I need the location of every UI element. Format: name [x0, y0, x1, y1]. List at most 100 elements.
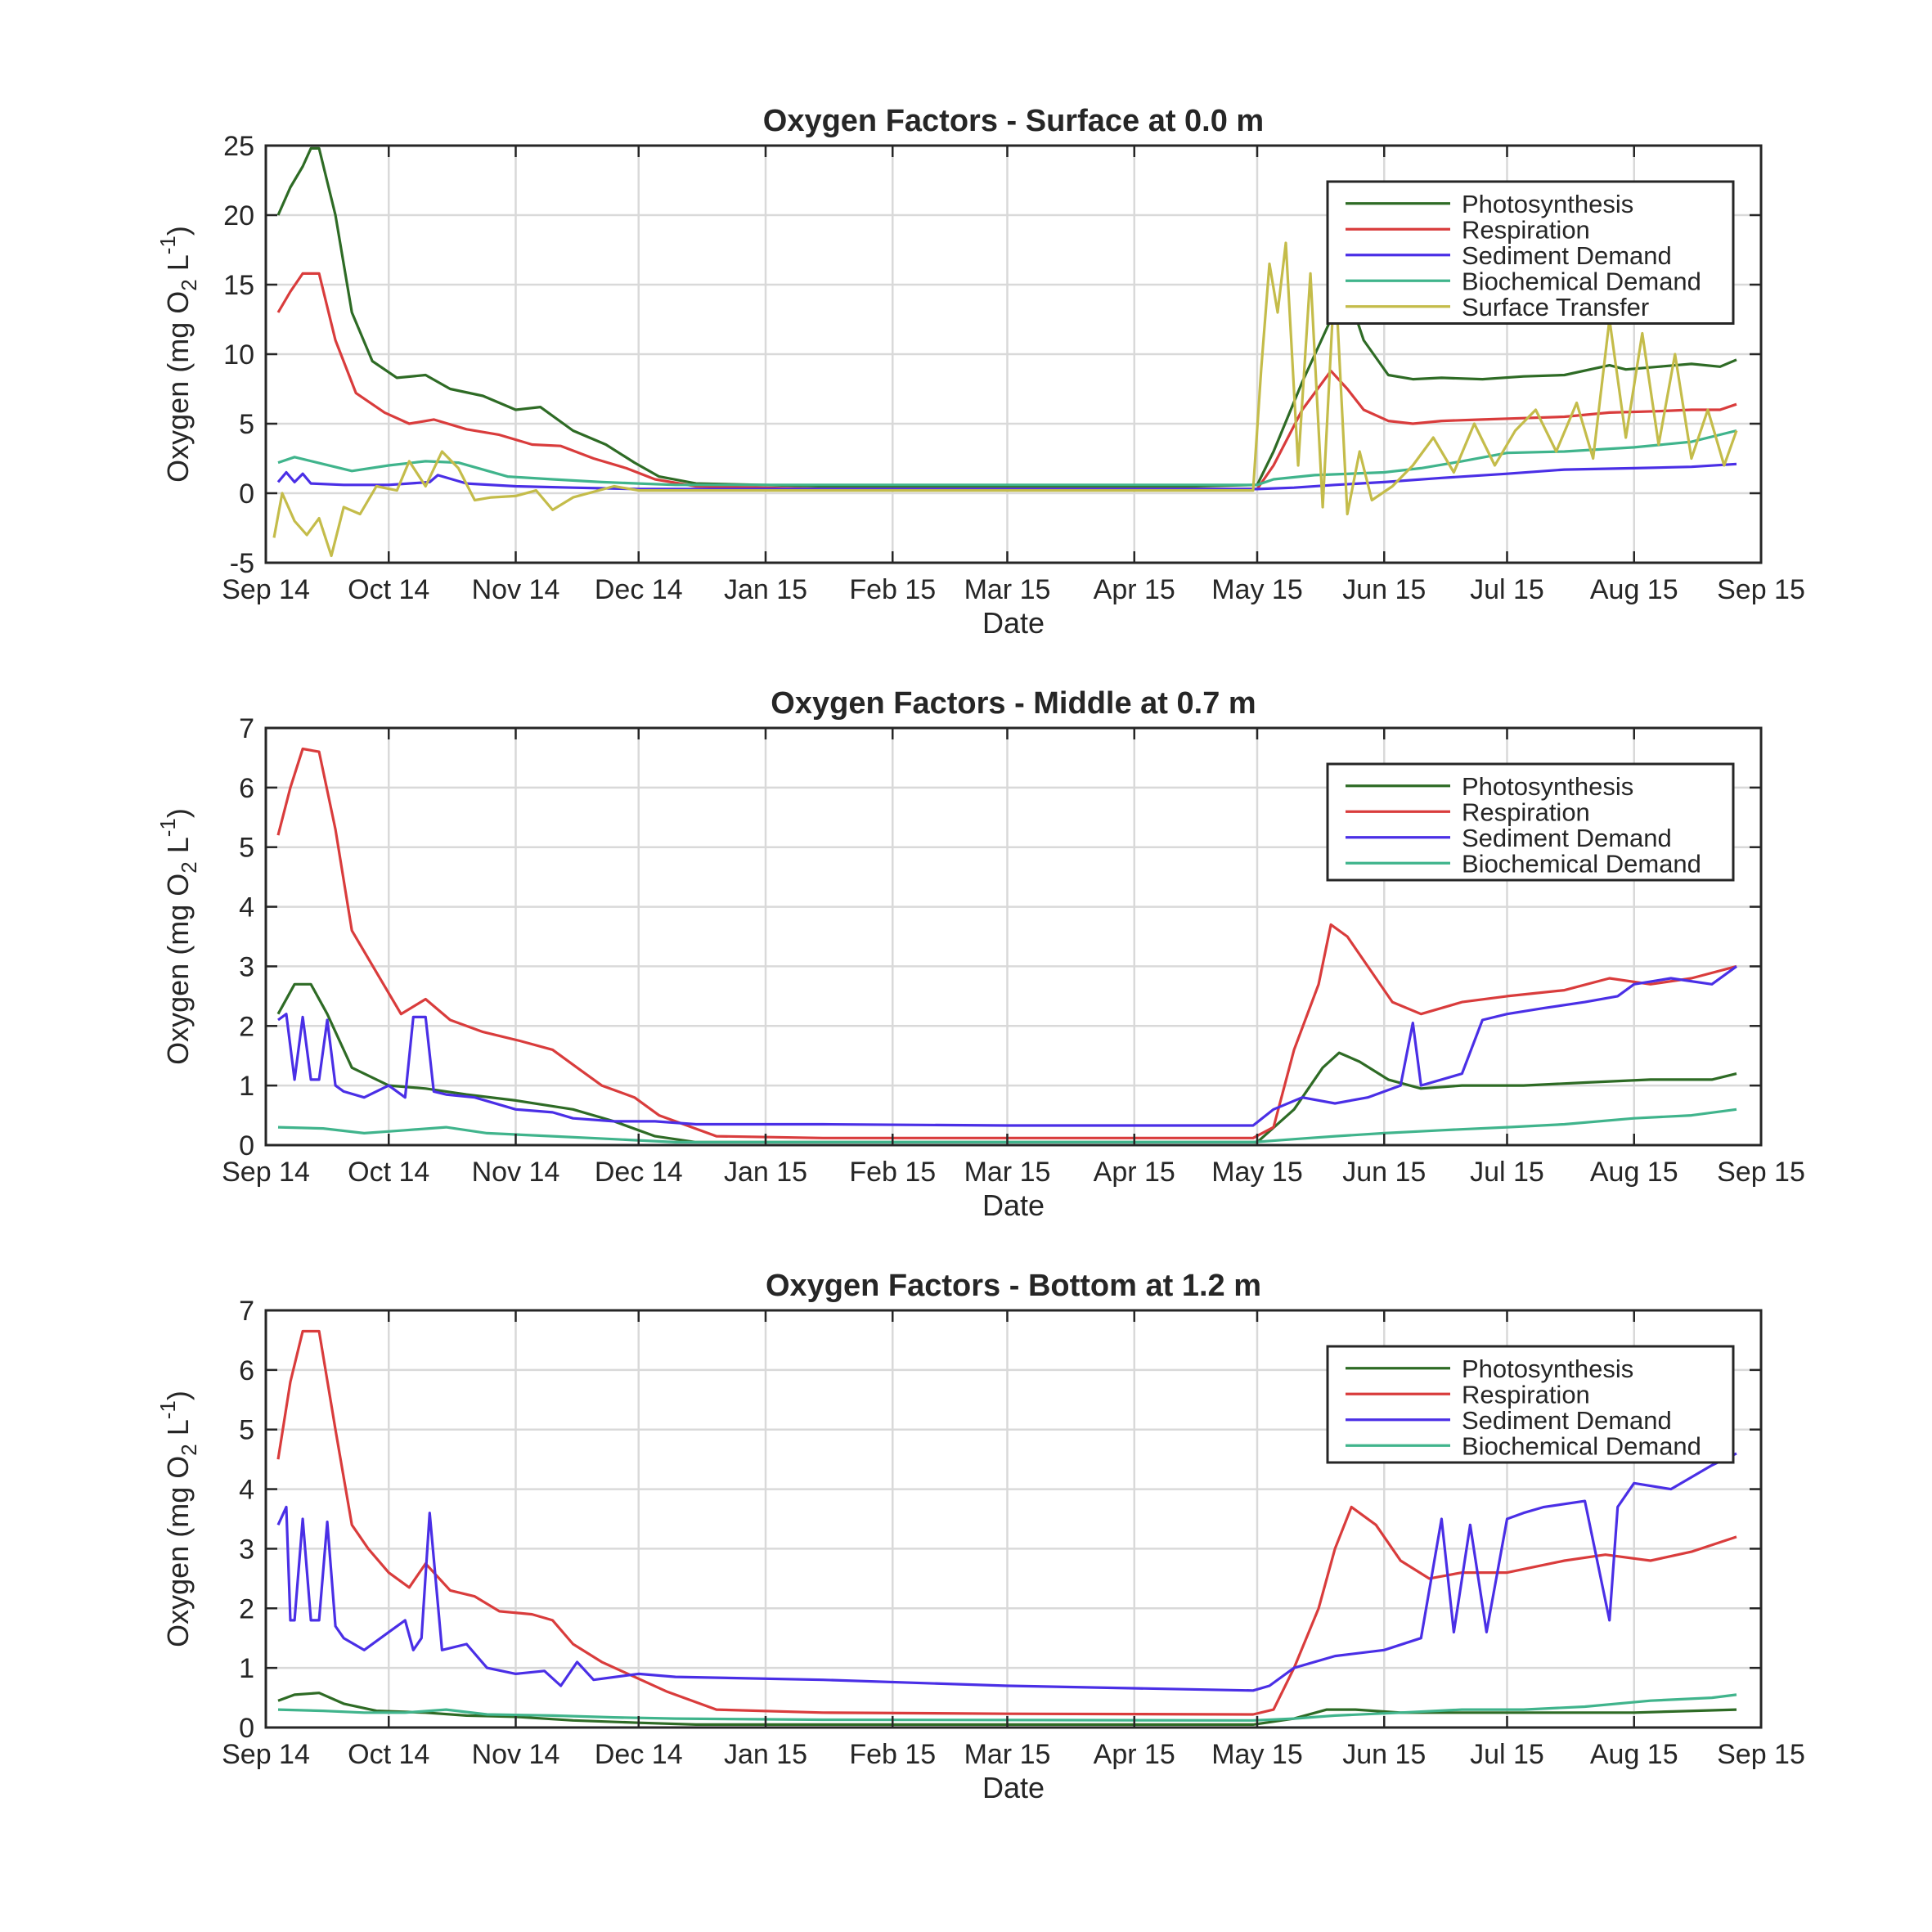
y-axis-label: Oxygen (mg O2 L-1): [155, 808, 201, 1065]
y-tick-label: 1: [239, 1071, 254, 1102]
axes-box: [264, 1309, 1763, 1729]
x-tick-label: Jul 15: [1470, 574, 1544, 605]
legend-label: Respiration: [1462, 1380, 1590, 1409]
x-tick-label: Sep 14: [222, 1739, 310, 1770]
x-tick-label: May 15: [1211, 1739, 1303, 1770]
y-tick-label: 4: [239, 1475, 254, 1506]
x-tick-label: Jan 15: [724, 1157, 807, 1188]
y-tick-label: 0: [239, 1130, 254, 1161]
x-axis-label: Date: [982, 606, 1045, 640]
y-axis-label: Oxygen (mg O2 L-1): [155, 226, 201, 483]
series-line-photosynthesis: [277, 1692, 1737, 1726]
series-line-biochemical-demand: [277, 429, 1737, 487]
y-tick-label: 3: [239, 951, 254, 982]
x-tick-label: Jun 15: [1342, 1739, 1426, 1770]
x-tick-label: Oct 14: [348, 1739, 429, 1770]
y-tick-label: 5: [239, 1415, 254, 1446]
x-tick-label: Apr 15: [1094, 1157, 1175, 1188]
chart-title: Oxygen Factors - Bottom at 1.2 m: [766, 1269, 1261, 1303]
y-tick-label: -5: [230, 548, 254, 579]
x-tick-label: Dec 14: [595, 1739, 683, 1770]
x-tick-label: Sep 15: [1717, 1157, 1805, 1188]
x-tick-label: Jun 15: [1342, 1157, 1426, 1188]
x-axis-label: Date: [982, 1771, 1045, 1804]
legend-label: Photosynthesis: [1462, 190, 1633, 218]
x-tick-label: Dec 14: [595, 574, 683, 605]
y-tick-label: 25: [223, 131, 254, 162]
series-line-respiration: [276, 1329, 1737, 1716]
y-tick-label: 1: [239, 1653, 254, 1684]
legend-label: Sediment Demand: [1462, 824, 1672, 852]
y-tick-label: 6: [239, 773, 254, 804]
x-tick-label: Jul 15: [1470, 1739, 1544, 1770]
chart-title: Oxygen Factors - Surface at 0.0 m: [763, 104, 1264, 138]
y-axis-label: Oxygen (mg O2 L-1): [155, 1391, 201, 1647]
x-tick-label: Oct 14: [348, 574, 429, 605]
x-tick-label: Feb 15: [849, 1157, 936, 1188]
x-tick-label: Aug 15: [1590, 1157, 1678, 1188]
series-line-sediment-demand: [276, 462, 1737, 491]
x-tick-label: Nov 14: [472, 1739, 560, 1770]
legend-label: Biochemical Demand: [1462, 849, 1701, 878]
legend-label: Surface Transfer: [1462, 293, 1649, 321]
legend-label: Photosynthesis: [1462, 1355, 1633, 1383]
x-tick-label: Feb 15: [849, 1739, 936, 1770]
x-tick-label: Oct 14: [348, 1157, 429, 1188]
chart-title: Oxygen Factors - Middle at 0.7 m: [771, 686, 1256, 721]
series-line-respiration: [276, 747, 1737, 1139]
y-tick-label: 0: [239, 479, 254, 510]
y-tick-label: 15: [223, 270, 254, 301]
y-tick-label: 6: [239, 1355, 254, 1386]
chart-panel-3: Sep 14 Oct 14 Nov 14 Dec 14 Jan 15 Feb 15 Mar …: [155, 1269, 1805, 1804]
x-axis-label: Date: [982, 1188, 1045, 1222]
chart-panel-2: Sep 14 Oct 14 Nov 14 Dec 14 Jan 15 Feb 15 Mar …: [155, 686, 1805, 1222]
series-line-surface-transfer: [272, 241, 1738, 558]
series-line-biochemical-demand: [277, 1693, 1737, 1722]
y-tick-label: 20: [223, 200, 254, 231]
x-tick-label: Sep 15: [1717, 574, 1805, 605]
x-tick-label: Sep 14: [222, 1157, 310, 1188]
y-tick-label: 2: [239, 1593, 254, 1624]
x-tick-label: Sep 14: [222, 574, 310, 605]
y-tick-label: 5: [239, 409, 254, 440]
series-line-sediment-demand: [277, 965, 1737, 1127]
y-tick-label: 0: [239, 1713, 254, 1744]
x-tick-label: Jul 15: [1470, 1157, 1544, 1188]
chart-panel-1: Sep 14 Oct 14 Nov 14 Dec 14 Jan 15 Feb 15 Mar …: [155, 104, 1805, 640]
y-tick-label: 7: [239, 713, 254, 744]
legend-label: Biochemical Demand: [1462, 1431, 1701, 1460]
x-tick-label: Aug 15: [1590, 1739, 1678, 1770]
x-tick-label: May 15: [1211, 1157, 1303, 1188]
series-line-photosynthesis: [276, 146, 1737, 488]
x-tick-label: Mar 15: [964, 1739, 1051, 1770]
axes-box: [264, 726, 1763, 1147]
x-tick-label: Aug 15: [1590, 574, 1678, 605]
legend-box: [1326, 762, 1735, 882]
y-tick-label: 5: [239, 833, 254, 864]
y-tick-label: 7: [239, 1296, 254, 1327]
x-tick-label: Jan 15: [724, 1739, 807, 1770]
x-tick-label: Nov 14: [472, 574, 560, 605]
x-tick-label: May 15: [1211, 574, 1303, 605]
legend-box: [1326, 180, 1735, 325]
y-tick-label: 4: [239, 892, 254, 923]
series-line-sediment-demand: [276, 1452, 1737, 1692]
x-tick-label: Apr 15: [1094, 1739, 1175, 1770]
legend-label: Sediment Demand: [1462, 1406, 1672, 1435]
x-tick-label: Mar 15: [964, 574, 1051, 605]
y-tick-label: 10: [223, 339, 254, 371]
x-tick-label: Sep 15: [1717, 1739, 1805, 1770]
x-tick-label: Jun 15: [1342, 574, 1426, 605]
x-tick-label: Apr 15: [1094, 574, 1175, 605]
legend-label: Respiration: [1462, 215, 1590, 244]
series-line-biochemical-demand: [277, 1108, 1737, 1144]
y-tick-label: 3: [239, 1534, 254, 1565]
legend-box: [1326, 1345, 1735, 1464]
legend-label: Biochemical Demand: [1462, 267, 1701, 295]
x-tick-label: Dec 14: [595, 1157, 683, 1188]
x-tick-label: Jan 15: [724, 574, 807, 605]
